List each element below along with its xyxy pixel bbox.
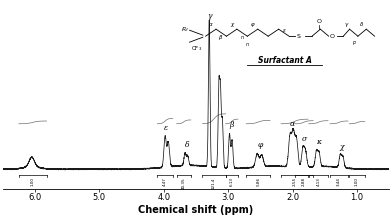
Text: 4.13: 4.13 — [316, 177, 320, 186]
Text: χ: χ — [340, 143, 345, 151]
Text: 121.4: 121.4 — [212, 177, 216, 189]
Text: δ: δ — [185, 141, 189, 149]
Text: κ: κ — [316, 138, 321, 146]
Text: 5.86: 5.86 — [256, 177, 260, 186]
Text: 6.13: 6.13 — [230, 177, 234, 186]
Text: γ: γ — [207, 12, 211, 20]
Text: ε: ε — [164, 124, 168, 132]
Text: β: β — [229, 121, 234, 129]
Text: 1.00: 1.00 — [31, 177, 35, 186]
Text: α: α — [290, 120, 295, 128]
Text: φ: φ — [258, 141, 263, 149]
Text: σ: σ — [301, 135, 307, 143]
Text: 2.88: 2.88 — [302, 177, 306, 186]
X-axis label: Chemical shift (ppm): Chemical shift (ppm) — [138, 205, 254, 215]
Text: 1.00: 1.00 — [355, 177, 359, 186]
Text: 40.35: 40.35 — [182, 177, 186, 189]
Text: 3.44: 3.44 — [337, 177, 341, 186]
Text: 2.55: 2.55 — [292, 177, 296, 186]
Text: 4.47: 4.47 — [163, 177, 167, 186]
